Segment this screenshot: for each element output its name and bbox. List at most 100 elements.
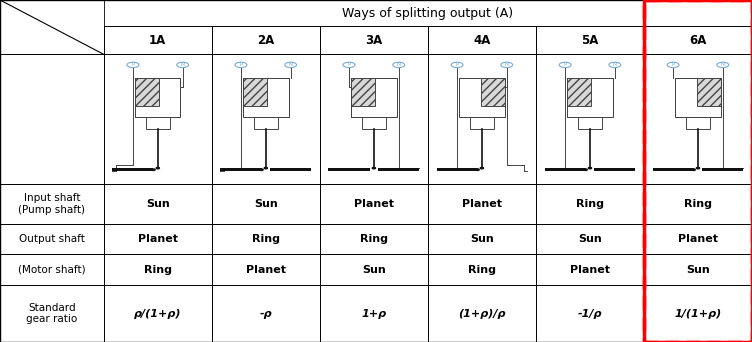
Bar xyxy=(320,254,428,285)
Bar xyxy=(378,168,420,171)
Circle shape xyxy=(372,167,375,169)
Text: -ρ: -ρ xyxy=(259,308,272,319)
Bar xyxy=(536,54,644,184)
Bar xyxy=(254,117,277,129)
Bar xyxy=(697,78,720,106)
Bar xyxy=(212,184,320,224)
Circle shape xyxy=(692,169,696,170)
Bar xyxy=(644,26,752,54)
Bar xyxy=(644,0,752,342)
Bar xyxy=(320,285,428,342)
Text: P: P xyxy=(132,62,135,67)
Text: Planet: Planet xyxy=(354,199,394,209)
Text: 1/(1+ρ): 1/(1+ρ) xyxy=(675,308,722,319)
Bar xyxy=(536,184,644,224)
Bar xyxy=(112,168,153,171)
Bar xyxy=(351,78,396,117)
Text: Sun: Sun xyxy=(254,199,277,209)
Bar xyxy=(0,54,104,184)
Text: Planet: Planet xyxy=(138,234,177,244)
Bar xyxy=(104,224,212,254)
Bar xyxy=(0,224,104,254)
Circle shape xyxy=(476,169,479,170)
Text: (1+ρ)/ρ: (1+ρ)/ρ xyxy=(458,308,505,319)
Bar xyxy=(536,254,644,285)
Bar xyxy=(644,184,752,224)
Text: Sun: Sun xyxy=(578,234,602,244)
Text: 1+ρ: 1+ρ xyxy=(361,308,387,319)
Bar xyxy=(104,26,212,54)
Bar xyxy=(675,78,720,117)
Bar xyxy=(686,117,710,129)
Bar xyxy=(428,26,536,54)
Bar xyxy=(270,168,311,171)
Text: Ring: Ring xyxy=(684,199,712,209)
Text: 5A: 5A xyxy=(581,34,599,47)
Bar xyxy=(428,184,536,224)
Text: P: P xyxy=(456,62,459,67)
Circle shape xyxy=(156,167,159,169)
Circle shape xyxy=(584,169,587,170)
Text: ρ/(1+ρ): ρ/(1+ρ) xyxy=(134,308,181,319)
Text: Sun: Sun xyxy=(146,199,170,209)
Bar xyxy=(146,117,170,129)
Bar xyxy=(243,78,289,117)
Text: 3A: 3A xyxy=(365,34,383,47)
Bar xyxy=(644,254,752,285)
Circle shape xyxy=(696,167,699,169)
Text: M: M xyxy=(180,62,185,67)
Text: (Motor shaft): (Motor shaft) xyxy=(18,265,86,275)
Text: 4A: 4A xyxy=(473,34,490,47)
Text: Sun: Sun xyxy=(470,234,494,244)
Bar xyxy=(459,78,505,117)
Circle shape xyxy=(260,169,263,170)
Text: Ring: Ring xyxy=(468,265,496,275)
Bar xyxy=(104,184,212,224)
Bar xyxy=(428,54,536,184)
Bar xyxy=(220,168,262,171)
Bar xyxy=(104,254,212,285)
Bar xyxy=(0,285,104,342)
Text: -1/ρ: -1/ρ xyxy=(578,308,602,319)
Text: Input shaft
(Pump shaft): Input shaft (Pump shaft) xyxy=(18,193,86,215)
Circle shape xyxy=(588,167,592,169)
Bar xyxy=(644,0,752,342)
Bar xyxy=(135,78,180,117)
Bar xyxy=(135,78,180,117)
Bar xyxy=(320,26,428,54)
Text: M: M xyxy=(505,62,509,67)
Text: Standard
gear ratio: Standard gear ratio xyxy=(26,303,77,325)
Bar xyxy=(212,254,320,285)
Bar xyxy=(644,285,752,342)
Bar xyxy=(436,168,478,171)
Text: Ring: Ring xyxy=(576,199,604,209)
Bar xyxy=(212,285,320,342)
Bar xyxy=(320,54,428,184)
Text: P: P xyxy=(672,62,675,67)
Circle shape xyxy=(264,167,268,169)
Bar xyxy=(459,78,505,117)
Bar xyxy=(320,184,428,224)
Bar xyxy=(567,78,591,106)
Text: P: P xyxy=(239,62,243,67)
Text: Ways of splitting output (A): Ways of splitting output (A) xyxy=(342,6,514,20)
Bar xyxy=(351,78,374,106)
Bar xyxy=(362,117,386,129)
Bar xyxy=(0,254,104,285)
Text: Planet: Planet xyxy=(678,234,718,244)
Text: Ring: Ring xyxy=(360,234,388,244)
Bar xyxy=(104,285,212,342)
Bar xyxy=(135,78,159,106)
Text: Sun: Sun xyxy=(686,265,710,275)
Text: Ring: Ring xyxy=(252,234,280,244)
Text: M: M xyxy=(612,62,617,67)
Text: P: P xyxy=(347,62,350,67)
Bar xyxy=(536,285,644,342)
Bar xyxy=(428,285,536,342)
Bar xyxy=(567,78,613,117)
Text: P: P xyxy=(563,62,567,67)
Text: Planet: Planet xyxy=(570,265,610,275)
Bar xyxy=(243,78,267,106)
Text: M: M xyxy=(288,62,293,67)
Text: Output shaft: Output shaft xyxy=(19,234,85,244)
